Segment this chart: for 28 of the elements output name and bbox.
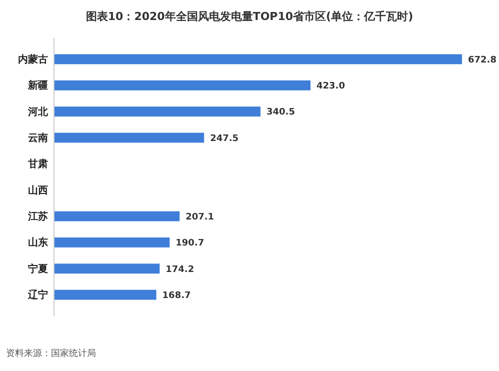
text: 资料来源：国家统计局 (6, 348, 96, 359)
bar (54, 80, 311, 90)
bar (54, 132, 204, 143)
y-tick-label: 新疆 (27, 80, 48, 92)
data-label: 340.5 (266, 108, 295, 118)
bar (54, 54, 462, 64)
data-label: 174.2 (166, 264, 194, 275)
data-label: 207.1 (186, 212, 214, 222)
bar (54, 264, 160, 274)
chart-title: 图表10：2020年全国风电发电量TOP10省市区(单位：亿千瓦时) (86, 10, 414, 23)
y-tick-label: 甘肃 (27, 158, 48, 170)
bar (54, 237, 170, 248)
data-label: 247.5 (210, 134, 239, 144)
bar (54, 211, 180, 222)
y-tick-label: 内蒙古 (18, 53, 48, 66)
data-label: 672.8 (468, 55, 496, 66)
y-tick-label: 山东 (28, 236, 48, 249)
y-tick-label: 云南 (28, 132, 48, 144)
y-tick-label: 宁夏 (28, 262, 48, 275)
y-tick-label: 山西 (28, 184, 48, 196)
bar (54, 106, 260, 117)
bar (54, 290, 156, 300)
data-label: 168.7 (162, 290, 191, 301)
y-tick-label: 江苏 (27, 210, 48, 222)
data-label: 423.0 (316, 82, 345, 92)
y-tick-label: 辽宁 (27, 288, 48, 301)
data-label: 190.7 (176, 238, 204, 249)
y-tick-label: 河北 (27, 106, 49, 118)
